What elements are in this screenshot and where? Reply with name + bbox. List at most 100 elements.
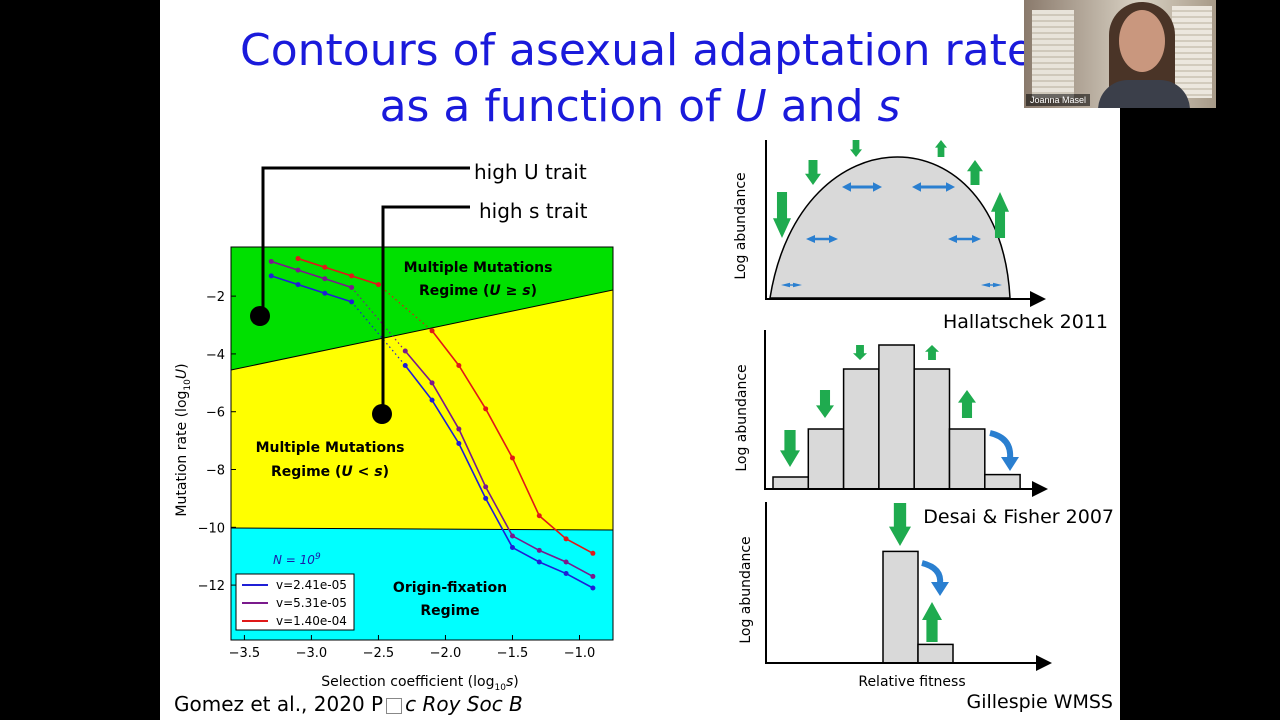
arrow-down-icon [773, 192, 791, 238]
series-point [483, 484, 489, 490]
series-dotted-gap [378, 284, 433, 332]
histogram-bar [948, 428, 986, 490]
legend-entry: v=1.40e-04 [276, 614, 347, 628]
series-point [295, 267, 301, 273]
arrow-up-icon [925, 345, 939, 360]
hallatschek-title: Hallatschek 2011 [943, 311, 1108, 333]
callout-dot-high-u [250, 306, 270, 326]
series-point [375, 282, 381, 288]
histogram-bar [878, 344, 915, 490]
series-point [483, 495, 489, 501]
series-point [322, 276, 328, 282]
hallatschek-ylabel: Log abundance [733, 172, 749, 279]
x-tick-label: −1.0 [564, 646, 596, 661]
double-arrow-icon [981, 282, 1002, 288]
panel-gillespie [765, 502, 1052, 671]
double-arrow-icon [912, 182, 955, 192]
curved-arrow-icon [921, 560, 949, 596]
double-arrow-icon [948, 235, 981, 243]
gillespie-ylabel: Log abundance [738, 536, 754, 643]
series-dotted-gap [351, 301, 406, 366]
x-tick-label: −2.5 [363, 646, 395, 661]
double-arrow-icon [806, 235, 838, 243]
histogram-bar [917, 643, 954, 664]
arrow-down-icon [816, 390, 834, 418]
series-point [402, 348, 408, 354]
callout-label-high-s: high s trait [479, 199, 588, 223]
double-arrow-icon [842, 182, 882, 192]
slide-title-line2: as a function of U and s [379, 81, 901, 132]
series-point [268, 273, 274, 279]
histogram-bar [807, 428, 845, 490]
series-point [563, 559, 569, 565]
series-point [590, 550, 596, 556]
histogram-bar [772, 476, 810, 490]
series-point [295, 282, 301, 288]
arrow-down-icon [889, 503, 911, 546]
series-point [563, 536, 569, 542]
series-point [402, 362, 408, 368]
panel-desai [764, 330, 1048, 497]
region-label-uls-line1: Multiple Mutations [256, 440, 405, 456]
region-label-uls-line2: Regime (U < s) [271, 464, 389, 480]
boundary-line-lower [231, 527, 613, 531]
x-tick-label: −1.5 [497, 646, 529, 661]
series-point [349, 273, 355, 279]
histogram-bar [842, 368, 880, 490]
series-dotted-gap [351, 287, 406, 352]
webcam-overlay: Joanna Masel [1024, 0, 1216, 108]
arrow-up-icon [958, 390, 976, 418]
series-point [456, 441, 462, 446]
desai-ylabel: Log abundance [734, 364, 750, 471]
arrow-down-icon [853, 345, 867, 360]
y-axis-label: Mutation rate (log10U) [174, 363, 193, 516]
series-point [590, 573, 596, 579]
main-chart: −3.5 −3.0 −2.5 −2.0 −1.5 −1.0 −2 −4 −6 −8 −10 −12 M… [174, 166, 614, 693]
series-line-upper [270, 260, 352, 289]
window-blind-left [1032, 10, 1074, 98]
series-point [268, 258, 274, 264]
x-tick-label: −2.0 [430, 646, 462, 661]
arrow-up-icon [922, 602, 942, 642]
y-tick-label: −4 [206, 348, 225, 363]
series-point [509, 545, 515, 551]
legend-entry: v=5.31e-05 [276, 596, 347, 610]
series-point [536, 559, 542, 565]
window-blind-right [1172, 6, 1212, 98]
panel-hallatschek [765, 140, 1046, 307]
region-label-of-line2: Regime [420, 603, 479, 619]
gillespie-title: Gillespie WMSS [966, 691, 1113, 713]
arrow-up-icon [935, 140, 947, 157]
series-point [429, 380, 435, 386]
callout-line-high-u [261, 166, 470, 316]
histogram-bar [984, 473, 1021, 490]
arrow-up-icon [967, 160, 983, 185]
series-point [456, 426, 462, 432]
hallatschek-curve [769, 156, 1011, 299]
callout-dot-high-s [372, 404, 392, 424]
region-label-of-line1: Origin-fixation [393, 580, 507, 596]
series-line-lower [404, 350, 594, 578]
series-point [563, 571, 569, 577]
callout-line-high-s [381, 205, 470, 413]
histogram-bar [913, 368, 951, 490]
y-tick-label: −12 [198, 579, 225, 594]
series-point [429, 397, 435, 403]
arrow-down-icon [780, 430, 800, 467]
series-point [456, 362, 462, 368]
series-point [509, 533, 515, 539]
legend-entry: v=2.41e-05 [276, 578, 347, 592]
series-point [483, 406, 489, 412]
series-point [536, 547, 542, 553]
series-point [349, 299, 355, 305]
x-tick-label: −3.5 [229, 646, 261, 661]
y-tick-label: −10 [198, 521, 225, 536]
speaker-face [1119, 10, 1165, 72]
slide-title-line1: Contours of asexual adaptation rate w [240, 25, 1084, 76]
gillespie-xlabel: Relative fitness [858, 674, 965, 690]
curved-arrow-icon [989, 430, 1019, 471]
y-tick-label: −8 [206, 464, 225, 479]
y-tick-label: −2 [206, 290, 225, 305]
series-line-upper [270, 275, 352, 303]
